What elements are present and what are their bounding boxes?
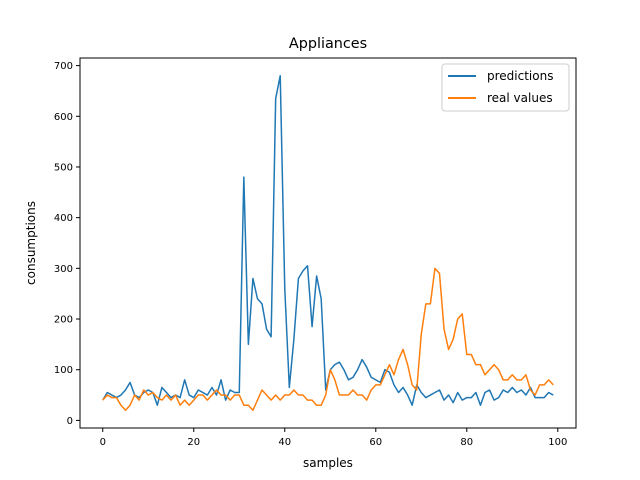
x-tick-label: 40 (278, 437, 291, 448)
x-tick-label: 100 (548, 437, 567, 448)
x-axis-label: samples (303, 456, 353, 470)
y-tick-label: 0 (67, 416, 73, 427)
y-tick-label: 700 (54, 61, 73, 72)
y-axis-label: consumptions (24, 201, 38, 285)
y-tick-label: 600 (54, 112, 73, 123)
y-tick-label: 100 (54, 365, 73, 376)
legend: predictions real values (441, 63, 570, 112)
series-line-real-values (102, 267, 554, 412)
y-tick-label: 500 (54, 162, 73, 173)
plot-area (79, 57, 577, 429)
chart-title: Appliances (289, 36, 367, 52)
y-tick-label: 300 (54, 264, 73, 275)
x-tick-label: 60 (369, 437, 382, 448)
x-tick-label: 0 (100, 437, 106, 448)
legend-label-predictions: predictions (487, 69, 553, 83)
legend-label-real-values: real values (487, 91, 553, 105)
y-tick-label: 400 (54, 213, 73, 224)
x-axis: 0 20 40 60 80 100 (100, 428, 567, 448)
series-layer (102, 74, 554, 412)
x-tick-label: 20 (187, 437, 200, 448)
x-tick-label: 80 (460, 437, 473, 448)
y-tick-label: 200 (54, 315, 73, 326)
axes-frame (79, 57, 577, 429)
y-axis: 0 100 200 300 400 500 600 700 (54, 61, 80, 427)
